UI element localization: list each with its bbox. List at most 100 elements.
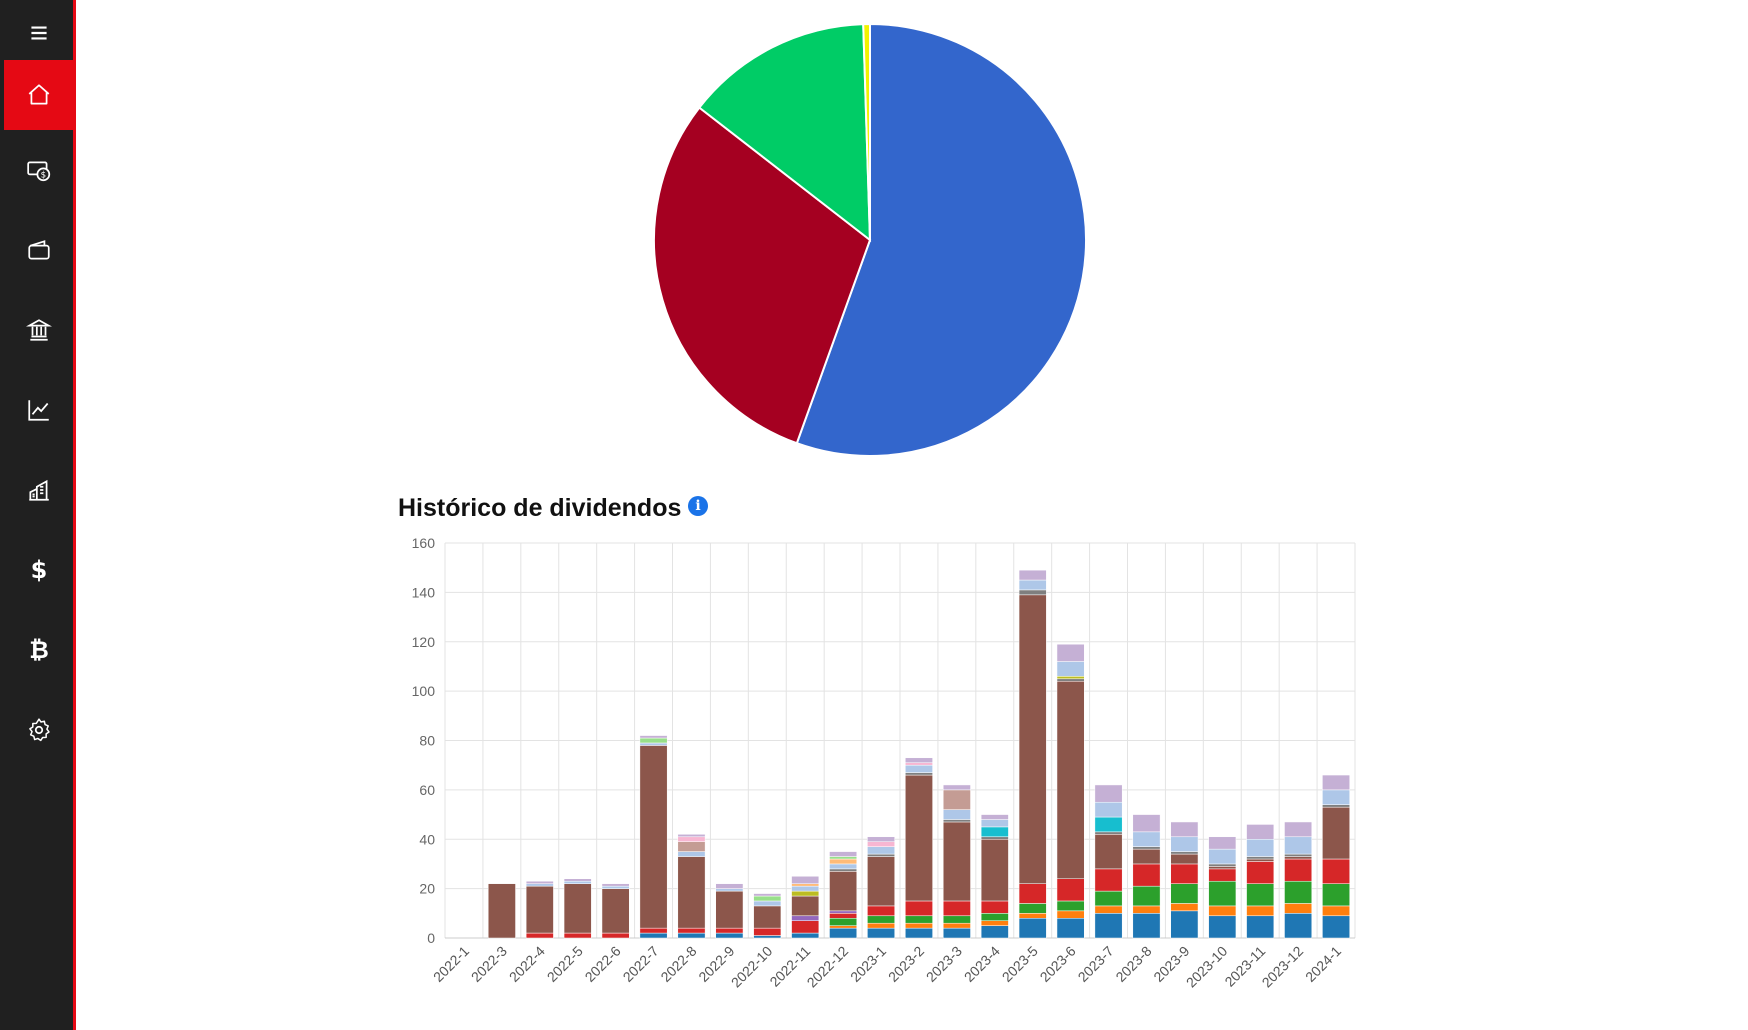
bar-segment[interactable] [525, 885, 554, 934]
bar-segment[interactable] [1018, 913, 1047, 919]
bar-segment[interactable] [1322, 774, 1350, 791]
bar-segment[interactable] [487, 883, 516, 939]
bar-segment[interactable] [1322, 804, 1350, 808]
bar-segment[interactable] [525, 883, 554, 887]
bar-segment[interactable] [1322, 789, 1350, 805]
bar-segment[interactable] [942, 922, 971, 929]
bar-segment[interactable] [1056, 661, 1085, 677]
bar-segment[interactable] [1094, 905, 1123, 914]
bar-segment[interactable] [1170, 836, 1199, 852]
bar-segment[interactable] [525, 932, 554, 939]
bar-segment[interactable] [1094, 834, 1123, 870]
bar-segment[interactable] [980, 913, 1009, 921]
bar-segment[interactable] [1094, 913, 1123, 939]
bar-segment[interactable] [829, 918, 858, 926]
bar-segment[interactable] [715, 890, 744, 929]
bar-segment[interactable] [942, 784, 971, 791]
bar-segment[interactable] [791, 915, 820, 921]
bar-segment[interactable] [980, 814, 1009, 820]
bar-segment[interactable] [639, 745, 668, 929]
bar-segment[interactable] [1170, 903, 1199, 912]
bar-segment[interactable] [905, 772, 933, 776]
bar-segment[interactable] [1170, 821, 1199, 838]
bar-segment[interactable] [905, 900, 933, 917]
bar-segment[interactable] [905, 915, 933, 924]
bar-segment[interactable] [601, 932, 630, 939]
bar-segment[interactable] [791, 932, 820, 939]
bar-segment[interactable] [980, 836, 1009, 840]
bar-segment[interactable] [942, 789, 971, 810]
bar-segment[interactable] [563, 932, 592, 939]
menu-toggle-button[interactable] [4, 8, 74, 58]
bar-segment[interactable] [715, 932, 744, 939]
bar-segment[interactable] [715, 927, 744, 934]
bar-segment[interactable] [829, 927, 858, 939]
info-icon[interactable]: i [688, 496, 708, 516]
bar-segment[interactable] [1094, 890, 1123, 907]
bar-segment[interactable] [1056, 900, 1085, 912]
bar-segment[interactable] [1246, 839, 1275, 857]
bar-segment[interactable] [1018, 569, 1047, 581]
bar-segment[interactable] [942, 915, 971, 924]
bar-segment[interactable] [1284, 903, 1313, 914]
bar-segment[interactable] [942, 809, 971, 820]
bar-segment[interactable] [1170, 863, 1199, 884]
bar-segment[interactable] [563, 883, 592, 934]
pie-slice[interactable] [795, 22, 1087, 457]
nav-bank[interactable] [4, 295, 74, 365]
bar-segment[interactable] [677, 856, 706, 929]
bar-segment[interactable] [829, 851, 858, 857]
bar-segment[interactable] [867, 905, 895, 917]
nav-dollar[interactable]: $ [4, 535, 74, 605]
bar-segment[interactable] [563, 878, 592, 882]
bar-segment[interactable] [791, 883, 820, 887]
bar-segment[interactable] [980, 839, 1009, 902]
nav-money[interactable]: $ [4, 135, 74, 205]
bar-segment[interactable] [1170, 910, 1199, 939]
bar-segment[interactable] [601, 883, 630, 887]
bar-segment[interactable] [1056, 678, 1085, 682]
bar-segment[interactable] [867, 846, 895, 855]
bar-segment[interactable] [753, 895, 782, 902]
bar-segment[interactable] [1322, 806, 1350, 860]
bar-segment[interactable] [1284, 858, 1313, 882]
bar-segment[interactable] [1132, 814, 1161, 833]
bar-segment[interactable] [1208, 905, 1237, 917]
bar-segment[interactable] [1132, 913, 1161, 939]
bar-segment[interactable] [1284, 913, 1313, 939]
bar-segment[interactable] [905, 757, 933, 763]
bar-segment[interactable] [1208, 915, 1237, 939]
bar-segment[interactable] [867, 927, 895, 939]
bar-segment[interactable] [715, 888, 744, 892]
bar-segment[interactable] [1246, 824, 1275, 840]
bar-segment[interactable] [867, 915, 895, 924]
bar-segment[interactable] [867, 922, 895, 929]
pie-slice[interactable] [862, 22, 871, 241]
bar-segment[interactable] [791, 885, 820, 892]
bar-segment[interactable] [1246, 858, 1275, 862]
bar-segment[interactable] [677, 932, 706, 939]
bar-segment[interactable] [1018, 883, 1047, 904]
bar-segment[interactable] [1132, 848, 1161, 865]
bar-segment[interactable] [601, 885, 630, 889]
bar-segment[interactable] [829, 910, 858, 914]
bar-segment[interactable] [980, 826, 1009, 838]
bar-segment[interactable] [829, 871, 858, 912]
bar-segment[interactable] [942, 821, 971, 902]
bar-segment[interactable] [1208, 868, 1237, 882]
bar-segment[interactable] [1132, 831, 1161, 847]
bar-segment[interactable] [1170, 883, 1199, 904]
bar-segment[interactable] [829, 868, 858, 872]
bar-segment[interactable] [1284, 836, 1313, 855]
bar-segment[interactable] [639, 742, 668, 746]
bar-segment[interactable] [1018, 589, 1047, 596]
bar-segment[interactable] [639, 927, 668, 934]
bar-segment[interactable] [525, 880, 554, 884]
bar-segment[interactable] [1094, 801, 1123, 818]
bar-segment[interactable] [1322, 883, 1350, 907]
bar-segment[interactable] [791, 920, 820, 934]
bar-segment[interactable] [791, 876, 820, 884]
bar-segment[interactable] [1208, 863, 1237, 867]
bar-segment[interactable] [639, 932, 668, 939]
bar-segment[interactable] [677, 851, 706, 857]
